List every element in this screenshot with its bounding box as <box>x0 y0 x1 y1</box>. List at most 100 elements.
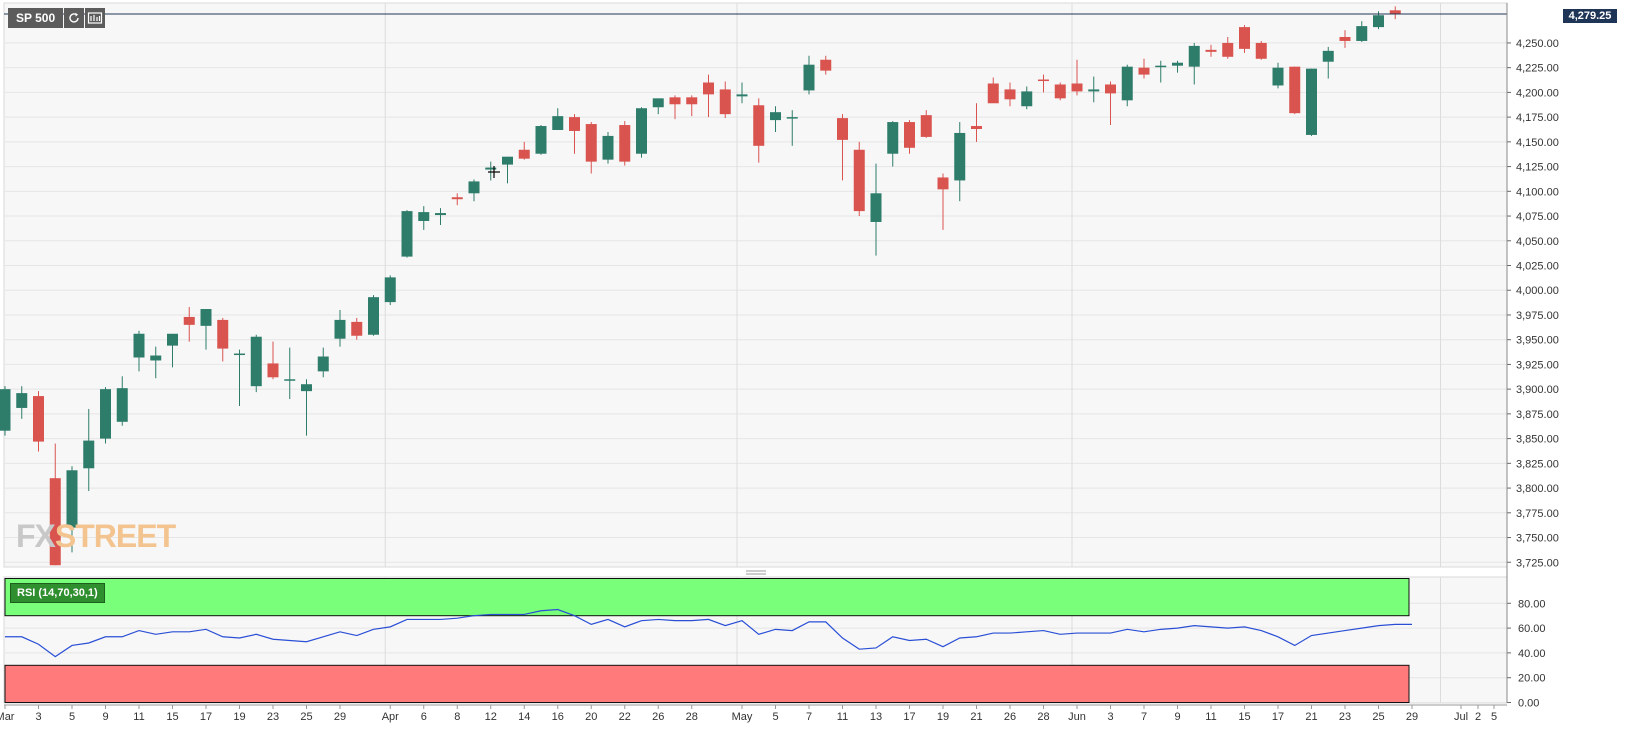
candle[interactable] <box>1339 30 1351 48</box>
candle[interactable] <box>920 110 932 138</box>
candle[interactable] <box>636 107 647 158</box>
candle[interactable] <box>0 386 11 436</box>
candle[interactable] <box>1054 82 1066 101</box>
candle[interactable] <box>535 125 547 155</box>
candle-body <box>435 213 446 216</box>
candle[interactable] <box>1088 76 1100 103</box>
candle[interactable] <box>1306 68 1317 136</box>
candle[interactable] <box>803 55 815 95</box>
candle[interactable] <box>753 98 765 163</box>
candle[interactable] <box>1105 81 1116 126</box>
candle[interactable] <box>1188 42 1200 85</box>
candle[interactable] <box>384 275 396 306</box>
candle[interactable] <box>49 443 61 566</box>
candle[interactable] <box>200 309 212 350</box>
candle-body <box>1004 89 1016 100</box>
candle-body <box>0 389 11 431</box>
candle-body <box>1255 42 1267 59</box>
candle[interactable] <box>853 141 865 217</box>
candle[interactable] <box>1322 46 1334 79</box>
refresh-icon[interactable] <box>64 8 85 28</box>
candle[interactable] <box>150 346 162 379</box>
y-tick-label: 3,775.00 <box>1516 508 1559 520</box>
chart-settings-icon[interactable] <box>85 8 106 28</box>
candle[interactable] <box>1272 62 1284 89</box>
candle-body <box>585 124 597 162</box>
candle[interactable] <box>552 108 564 130</box>
candle[interactable] <box>669 95 681 120</box>
candle[interactable] <box>16 386 28 419</box>
candle[interactable] <box>284 347 296 400</box>
candle[interactable] <box>401 210 413 258</box>
candle[interactable] <box>468 179 480 202</box>
candle[interactable] <box>167 333 178 368</box>
candle[interactable] <box>518 141 530 160</box>
candle[interactable] <box>904 120 915 154</box>
candle[interactable] <box>1289 66 1301 115</box>
symbol-label[interactable]: SP 500 <box>8 8 64 28</box>
candle[interactable] <box>887 121 899 167</box>
candle[interactable] <box>301 379 312 436</box>
candle[interactable] <box>133 330 145 372</box>
candle[interactable] <box>83 408 95 492</box>
candle[interactable] <box>937 173 949 230</box>
candle[interactable] <box>33 391 44 452</box>
pane-splitter-handle[interactable] <box>746 569 766 575</box>
candle[interactable] <box>435 208 446 225</box>
candle[interactable] <box>569 114 580 154</box>
candle[interactable] <box>1172 60 1183 73</box>
candle[interactable] <box>954 122 966 202</box>
candle[interactable] <box>1205 44 1217 57</box>
candle[interactable] <box>971 103 982 142</box>
candle[interactable] <box>1121 64 1133 107</box>
candle[interactable] <box>736 82 748 104</box>
candle[interactable] <box>1071 59 1083 96</box>
candle[interactable] <box>652 98 664 115</box>
x-tick-label: 8 <box>454 711 460 723</box>
candle[interactable] <box>351 317 363 340</box>
candle[interactable] <box>334 310 346 347</box>
candle[interactable] <box>1021 86 1033 110</box>
rsi-line <box>5 608 1412 658</box>
candle[interactable] <box>502 156 513 184</box>
candle[interactable] <box>485 161 497 181</box>
candle-body <box>234 353 245 356</box>
candle[interactable] <box>987 77 999 104</box>
candle[interactable] <box>368 295 379 336</box>
candle[interactable] <box>418 206 430 230</box>
candle[interactable] <box>66 466 78 553</box>
rsi-indicator-label[interactable]: RSI (14,70,30,1) <box>10 583 105 603</box>
candle[interactable] <box>1239 25 1250 53</box>
candle[interactable] <box>1255 40 1267 60</box>
candle[interactable] <box>602 131 614 164</box>
candle[interactable] <box>1389 6 1401 20</box>
candle[interactable] <box>703 74 714 118</box>
candle[interactable] <box>786 110 798 146</box>
candle[interactable] <box>1004 82 1016 107</box>
candle[interactable] <box>234 349 245 406</box>
candle[interactable] <box>317 347 329 378</box>
y-tick-label: 3,925.00 <box>1516 359 1559 371</box>
candle[interactable] <box>870 163 882 256</box>
candle[interactable] <box>267 341 279 380</box>
candle[interactable] <box>1138 58 1150 79</box>
candle[interactable] <box>686 95 698 117</box>
candle[interactable] <box>837 114 848 181</box>
candle[interactable] <box>183 307 195 342</box>
candle[interactable] <box>1038 74 1049 93</box>
candle[interactable] <box>1356 21 1368 42</box>
main-plot-area[interactable] <box>3 2 1508 568</box>
candle[interactable] <box>217 317 229 362</box>
candle[interactable] <box>1155 60 1167 83</box>
candle[interactable] <box>116 376 128 426</box>
candle[interactable] <box>451 193 463 206</box>
candle[interactable] <box>100 387 111 444</box>
candle[interactable] <box>619 121 631 166</box>
candle[interactable] <box>770 106 781 132</box>
candle[interactable] <box>1222 36 1234 59</box>
candle[interactable] <box>585 122 597 174</box>
candle[interactable] <box>820 55 832 75</box>
candle[interactable] <box>719 81 731 119</box>
candle[interactable] <box>250 334 262 393</box>
